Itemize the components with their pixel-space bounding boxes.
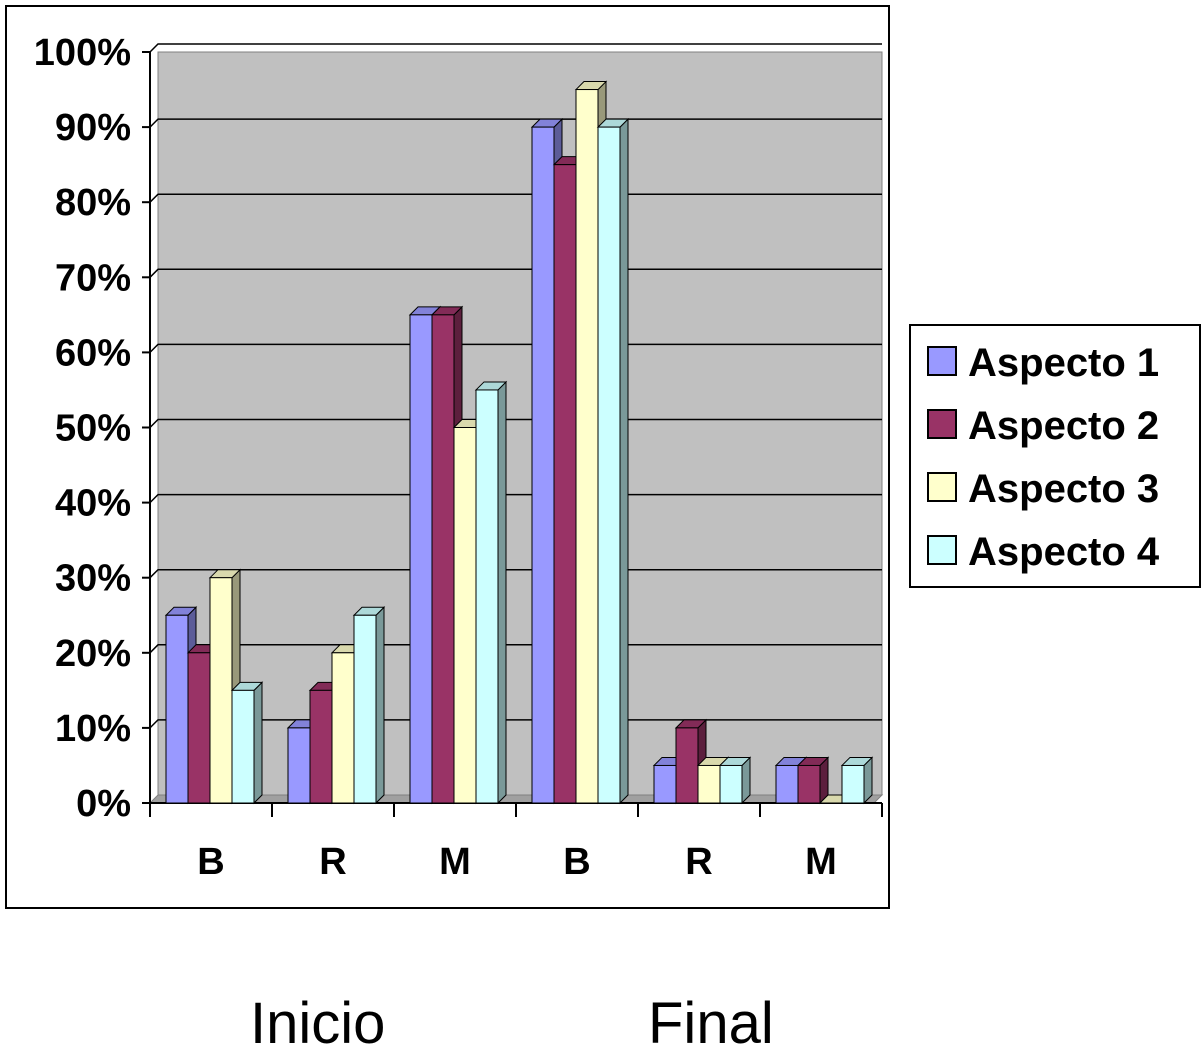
group-label-final: Final bbox=[648, 991, 774, 1056]
bar-front bbox=[431, 314, 455, 804]
gridline bbox=[149, 418, 882, 429]
bar-side bbox=[253, 681, 263, 805]
x-tick-label: M bbox=[439, 841, 471, 883]
bar-front bbox=[353, 614, 377, 804]
bar-side bbox=[375, 606, 385, 805]
y-tick-label: 30% bbox=[55, 558, 131, 600]
bar-front bbox=[575, 89, 599, 804]
gridline bbox=[149, 719, 882, 729]
bar-front bbox=[309, 689, 333, 804]
bar-front bbox=[597, 126, 621, 804]
bar-front bbox=[719, 764, 743, 804]
legend-swatch bbox=[927, 346, 957, 376]
gridline bbox=[149, 118, 882, 128]
bar-front bbox=[187, 652, 211, 804]
bar-front bbox=[231, 689, 255, 804]
y-tick-label: 90% bbox=[55, 107, 131, 149]
group-label-inicio: Inicio bbox=[250, 991, 386, 1056]
y-tick-label: 70% bbox=[55, 257, 131, 299]
x-tick-label: R bbox=[319, 841, 346, 883]
bar bbox=[796, 756, 830, 805]
legend-swatch bbox=[927, 535, 957, 565]
bar-front bbox=[775, 764, 799, 804]
bar-front bbox=[475, 389, 499, 804]
bar-front bbox=[675, 727, 699, 804]
bar-front bbox=[209, 577, 233, 804]
y-tick-label: 100% bbox=[34, 32, 131, 74]
bar-front bbox=[287, 727, 311, 804]
bar bbox=[474, 380, 508, 805]
bar bbox=[352, 606, 386, 805]
bar-front bbox=[553, 164, 577, 804]
legend: Aspecto 1 Aspecto 2 Aspecto 3 Aspecto 4 bbox=[909, 324, 1201, 588]
gridline bbox=[149, 193, 882, 203]
x-tick-label: M bbox=[805, 841, 837, 883]
bar bbox=[718, 756, 752, 805]
plot-area: 0% 10% 20% 30% 40% 50% 60% 70% 80% 90% 100% B R M B R M bbox=[34, 32, 884, 883]
gridline bbox=[149, 568, 882, 579]
bar-front bbox=[841, 764, 865, 804]
bar-front bbox=[453, 427, 477, 804]
gridline bbox=[149, 644, 882, 654]
bar-chart: 0%10%20%30%40%50%60%70%80%90%100%B R M B R M … bbox=[5, 5, 1201, 909]
bar-front bbox=[697, 764, 721, 804]
bar bbox=[840, 756, 874, 805]
bar-front bbox=[409, 314, 433, 804]
bar-side bbox=[497, 380, 507, 805]
legend-swatch bbox=[927, 409, 957, 439]
bar-front bbox=[797, 764, 821, 804]
legend-label: Aspecto 2 bbox=[968, 404, 1159, 448]
bar-front bbox=[653, 764, 677, 804]
x-tick-label: B bbox=[197, 841, 224, 883]
x-tick-label: B bbox=[563, 841, 590, 883]
x-tick-label: R bbox=[685, 841, 712, 883]
y-tick-label: 40% bbox=[55, 483, 131, 525]
bar-side bbox=[619, 117, 629, 805]
bar-front bbox=[531, 126, 555, 804]
gridline bbox=[149, 268, 882, 278]
y-tick-label: 80% bbox=[55, 182, 131, 224]
gridline bbox=[149, 493, 882, 504]
legend-label: Aspecto 1 bbox=[968, 341, 1159, 385]
y-tick-label: 0% bbox=[76, 783, 131, 825]
y-tick-label: 60% bbox=[55, 332, 131, 374]
legend-box bbox=[909, 324, 1201, 588]
legend-swatch bbox=[927, 472, 957, 502]
y-tick-label: 50% bbox=[55, 408, 131, 450]
bar-front bbox=[331, 652, 355, 804]
bar bbox=[230, 681, 264, 805]
y-tick-label: 20% bbox=[55, 633, 131, 675]
chart-wall bbox=[157, 51, 883, 796]
bar bbox=[596, 117, 630, 805]
gridline bbox=[149, 343, 882, 353]
legend-label: Aspecto 4 bbox=[968, 530, 1160, 574]
gridline bbox=[149, 43, 882, 53]
y-tick-label: 10% bbox=[55, 708, 131, 750]
bar-front bbox=[165, 614, 189, 804]
legend-label: Aspecto 3 bbox=[968, 467, 1159, 511]
